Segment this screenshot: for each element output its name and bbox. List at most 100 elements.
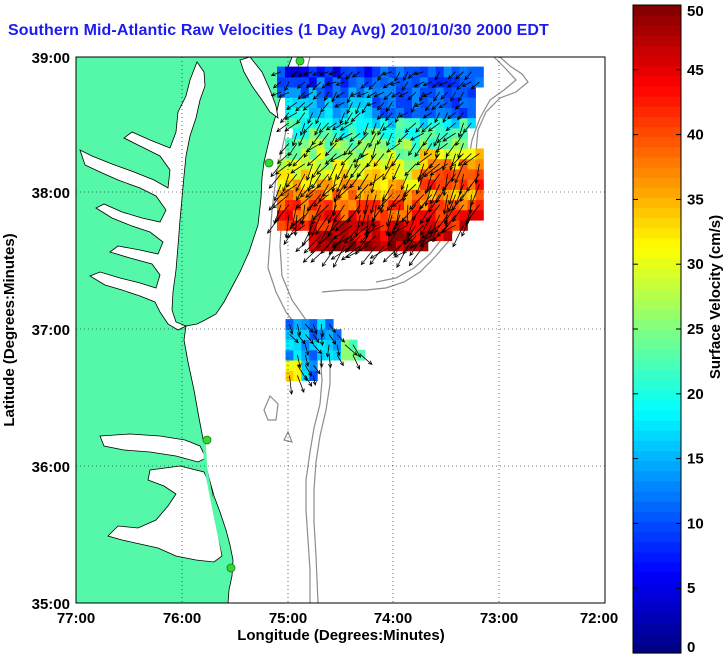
velocity-cell [332,230,341,242]
velocity-cell [475,66,484,78]
velocity-cell [396,117,405,129]
velocity-vector [328,323,336,334]
velocity-vector [354,184,369,200]
velocity-vector [295,235,313,253]
velocity-cell [285,66,294,78]
colorbar-tick-label: 30 [687,256,704,273]
velocity-vector [452,204,464,223]
velocity-vector [316,173,329,189]
velocity-cell [380,220,389,231]
velocity-vector [340,153,353,166]
velocity-cell [356,117,365,129]
velocity-vector [357,132,369,145]
colorbar-stripe [633,592,681,603]
velocity-vector [377,71,385,81]
velocity-vector [457,112,464,121]
velocity-cell [419,66,429,78]
velocity-vector [415,122,425,133]
velocity-vector [357,235,377,252]
velocity-vector [301,225,314,247]
velocity-cell [411,189,421,201]
velocity-cell [443,117,453,129]
velocity-vector [404,163,417,177]
colorbar-stripe [633,460,681,472]
velocity-vector [409,235,425,257]
colorbar-stripe [633,511,681,522]
velocity-cell [388,168,397,180]
velocity-cell [285,349,294,361]
colorbar-tick-label: 35 [687,191,704,208]
velocity-vector [425,204,441,223]
velocity-vector [354,214,361,238]
x-tick-label: 73:00 [480,610,518,627]
velocity-vector [391,194,409,208]
velocity-vector [408,245,425,267]
velocity-vector [320,102,329,113]
velocity-vector [386,142,401,153]
velocity-cell [285,117,294,129]
velocity-cell [364,148,373,160]
velocity-cell [324,148,333,160]
velocity-vector [411,204,425,222]
velocity-vector [398,91,409,98]
velocity-cell [316,220,326,231]
velocity-vector [360,245,377,266]
colorbar-stripe [633,329,681,340]
velocity-cell [285,179,294,190]
velocity-cell [292,76,302,88]
velocity-vector [336,354,344,367]
y-tick-label: 35:00 [32,596,70,613]
velocity-vector [386,224,409,237]
colorbar-stripe [633,116,681,128]
velocity-vector [290,163,306,174]
velocity-cell [380,158,389,170]
velocity-cell [277,220,286,231]
velocity-cell [372,87,381,98]
velocity-vector [449,153,456,171]
velocity-vector [371,204,377,228]
velocity-vector [377,194,393,210]
velocity-cell [380,209,389,221]
velocity-cell [372,66,381,78]
velocity-vector [368,132,377,148]
velocity-vector [458,122,464,138]
velocity-cell [427,66,437,78]
velocity-vector [346,204,361,224]
velocity-cell [332,220,341,231]
velocity-cell [285,360,294,371]
velocity-vector [356,163,369,178]
colorbar-stripe [633,217,681,229]
velocity-cell [285,220,294,231]
plot-frame [75,56,606,604]
colorbar-stripe [633,561,681,573]
velocity-cell [308,76,318,88]
velocity-cell [435,199,445,211]
velocity-vector [298,132,306,147]
velocity-cell [443,66,453,78]
velocity-vector [333,204,345,223]
velocity-vector [331,173,337,193]
velocity-vector [302,71,313,76]
velocity-vector [279,183,298,197]
velocity-vector [382,184,393,203]
velocity-vector [461,81,472,87]
colorbar-stripe [633,35,681,47]
velocity-cell [380,199,389,211]
velocity-vector [428,194,441,213]
y-tick-label: 36:00 [32,459,70,476]
velocity-vector [312,91,321,100]
velocity-cell [340,87,349,98]
colorbar-gradient [633,5,681,654]
velocity-vector [321,81,329,89]
velocity-vector [404,122,417,133]
velocity-vector [352,344,361,358]
velocity-cell [451,220,460,231]
velocity-vectors [267,71,480,396]
velocity-vector [350,163,361,179]
colorbar-stripe [633,237,681,249]
velocity-vector [331,122,345,131]
velocity-cell [404,128,413,139]
velocity-vector [319,334,325,347]
velocity-vector [434,142,448,153]
velocity-vector [327,204,337,225]
